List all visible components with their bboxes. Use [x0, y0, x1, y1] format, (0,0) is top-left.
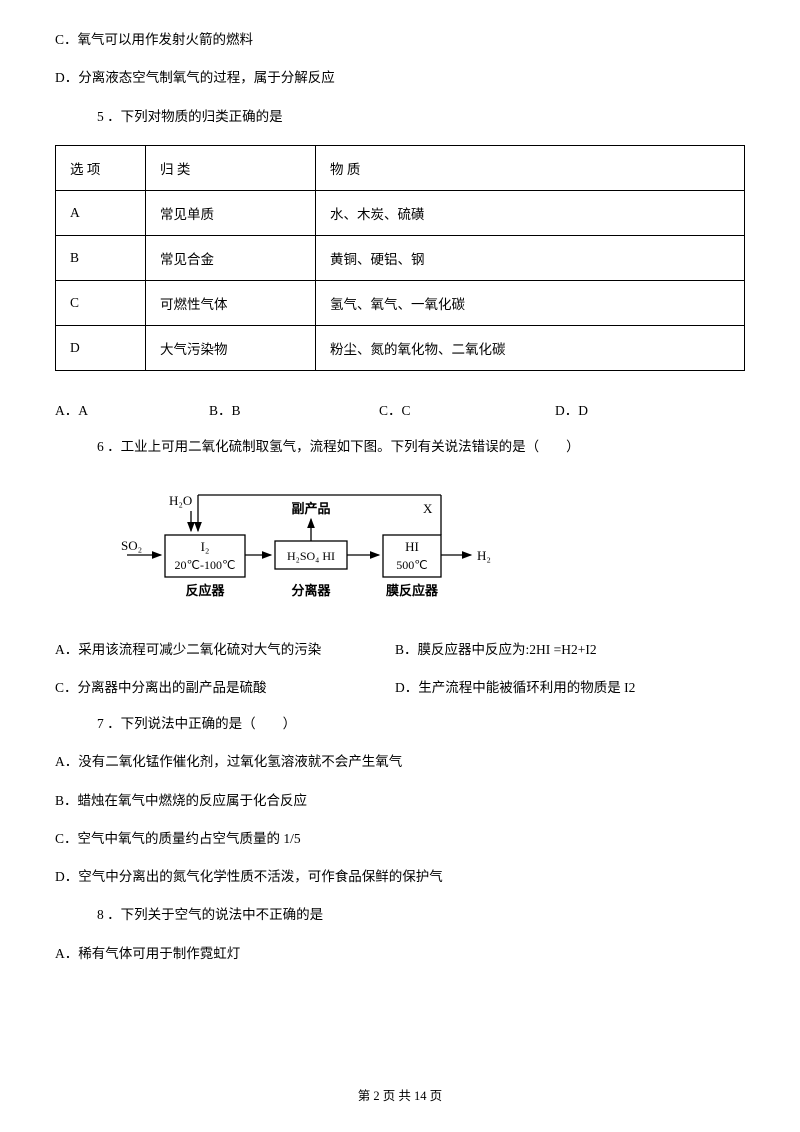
cell: 常见单质: [146, 190, 316, 235]
answer-a: A．A: [55, 399, 209, 419]
q7-option-c: C．空气中氧气的质量约占空气质量的 1/5: [55, 829, 745, 849]
cell: 常见合金: [146, 235, 316, 280]
q6-stem: 6 ．工业上可用二氧化硫制取氢气，流程如下图。下列有关说法错误的是（ ）: [55, 437, 745, 457]
q6-options-ab: A．采用该流程可减少二氧化硫对大气的污染 B．膜反应器中反应为:2HI =H2+…: [55, 638, 745, 658]
cell: C: [56, 280, 146, 325]
q7-stem: 7 ．下列说法中正确的是（ ）: [55, 714, 745, 734]
label-hi: HI: [405, 539, 419, 554]
cell: D: [56, 325, 146, 370]
answer-d: D．D: [555, 399, 588, 419]
q6-option-b: B．膜反应器中反应为:2HI =H2+I2: [395, 638, 745, 658]
label-membrane: 膜反应器: [386, 583, 439, 598]
label-i2: I₂: [201, 539, 210, 554]
label-byproduct: 副产品: [291, 501, 330, 516]
q6-options-cd: C．分离器中分离出的副产品是硫酸 D．生产流程中能被循环利用的物质是 I2: [55, 676, 745, 696]
cell: 粉尘、氮的氧化物、二氧化碳: [316, 325, 745, 370]
cell: 黄铜、硬铝、钢: [316, 235, 745, 280]
cell: 氢气、氧气、一氧化碳: [316, 280, 745, 325]
q7-option-d: D．空气中分离出的氮气化学性质不活泼，可作食品保鲜的保护气: [55, 867, 745, 887]
q4-option-d: D．分离液态空气制氧气的过程，属于分解反应: [55, 68, 745, 88]
cell: 大气污染物: [146, 325, 316, 370]
table-row: D 大气污染物 粉尘、氮的氧化物、二氧化碳: [56, 325, 745, 370]
q7-option-b: B．蜡烛在氧气中燃烧的反应属于化合反应: [55, 791, 745, 811]
label-h2: H₂: [477, 548, 491, 563]
cell: B: [56, 235, 146, 280]
cell: 可燃性气体: [146, 280, 316, 325]
q6-option-a: A．采用该流程可减少二氧化硫对大气的污染: [55, 638, 395, 658]
label-reactor: 反应器: [185, 583, 225, 598]
label-x: X: [423, 501, 433, 516]
q5-answers: A．A B．B C．C D．D: [55, 399, 745, 419]
q8-stem: 8 ．下列关于空气的说法中不正确的是: [55, 905, 745, 925]
table-row: C 可燃性气体 氢气、氧气、一氧化碳: [56, 280, 745, 325]
label-temp2: 500℃: [396, 558, 427, 572]
th-option: 选 项: [56, 145, 146, 190]
cell: A: [56, 190, 146, 235]
table-row: A 常见单质 水、木炭、硫磺: [56, 190, 745, 235]
q6-diagram: H₂O SO₂ I₂ 20℃-100℃ 反应器 H₂SO₄ HI 分离器 副产品…: [121, 475, 745, 620]
th-substance: 物 质: [316, 145, 745, 190]
q7-option-a: A．没有二氧化锰作催化剂，过氧化氢溶液就不会产生氧气: [55, 752, 745, 772]
answer-b: B．B: [209, 399, 379, 419]
label-separator: 分离器: [291, 583, 331, 598]
th-category: 归 类: [146, 145, 316, 190]
label-h2so4-hi: H₂SO₄ HI: [287, 549, 335, 563]
label-temp1: 20℃-100℃: [175, 558, 236, 572]
page-footer: 第 2 页 共 14 页: [0, 1085, 800, 1104]
cell: 水、木炭、硫磺: [316, 190, 745, 235]
q6-option-d: D．生产流程中能被循环利用的物质是 I2: [395, 676, 745, 696]
q5-table: 选 项 归 类 物 质 A 常见单质 水、木炭、硫磺 B 常见合金 黄铜、硬铝、…: [55, 145, 745, 371]
table-row: B 常见合金 黄铜、硬铝、钢: [56, 235, 745, 280]
table-header-row: 选 项 归 类 物 质: [56, 145, 745, 190]
answer-c: C．C: [379, 399, 555, 419]
label-so2: SO₂: [121, 538, 142, 553]
q8-option-a: A．稀有气体可用于制作霓虹灯: [55, 944, 745, 964]
q5-stem: 5 ．下列对物质的归类正确的是: [55, 107, 745, 127]
q6-option-c: C．分离器中分离出的副产品是硫酸: [55, 676, 395, 696]
label-h2o: H₂O: [169, 493, 192, 508]
q4-option-c: C．氧气可以用作发射火箭的燃料: [55, 30, 745, 50]
